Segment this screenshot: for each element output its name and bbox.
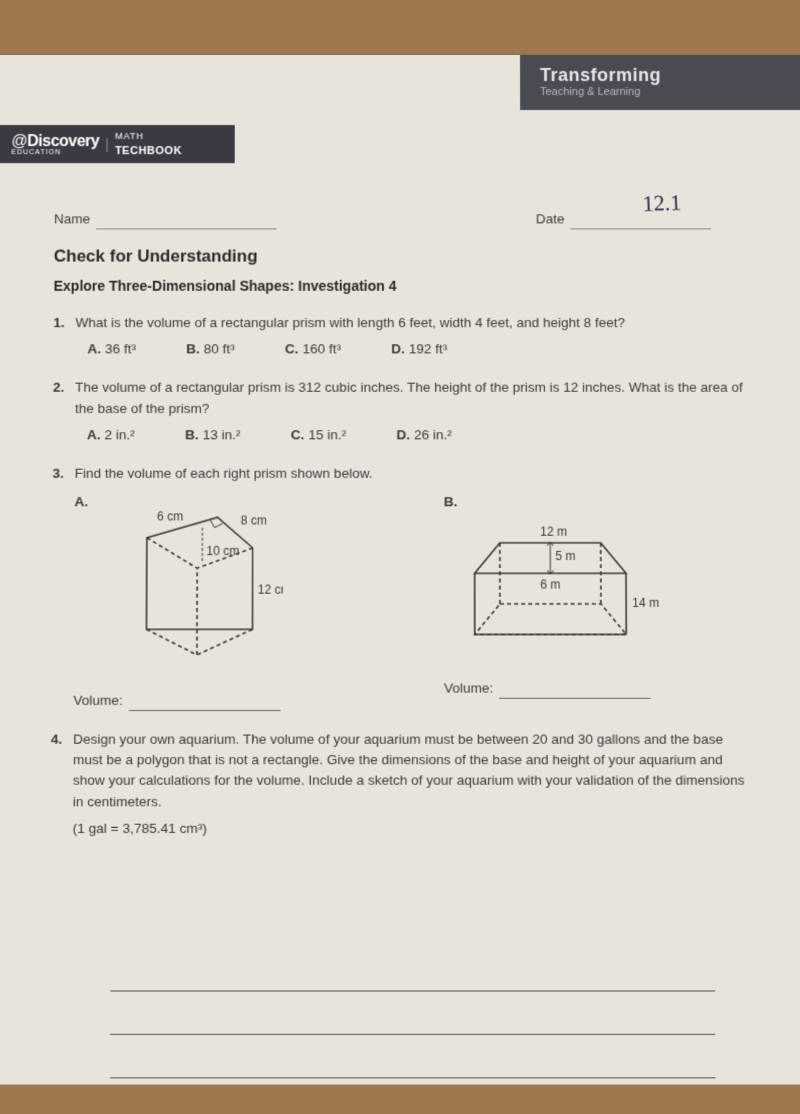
q3a-vol-label: Volume: xyxy=(73,690,122,711)
q4-text: Design your own aquarium. The volume of … xyxy=(73,729,755,812)
q3-text: Find the volume of each right prism show… xyxy=(75,464,753,485)
brand-bar: @Discovery EDUCATION | MATH TECHBOOK xyxy=(0,125,235,163)
section-title: Check for Understanding xyxy=(54,244,752,270)
subsection-title: Explore Three-Dimensional Shapes: Invest… xyxy=(54,275,752,296)
q2-number: 2. xyxy=(53,378,64,398)
header-bar: Transforming Teaching & Learning xyxy=(520,55,800,110)
q3b-vol-blank[interactable] xyxy=(499,686,651,698)
question-2: 2. The volume of a rectangular prism is … xyxy=(53,378,753,446)
prism-a-d4: 12 cm xyxy=(258,583,283,597)
handwritten-note: 12.1 xyxy=(642,190,682,217)
name-line[interactable] xyxy=(96,216,277,230)
q1-number: 1. xyxy=(53,313,64,333)
brand-product-bottom: TECHBOOK xyxy=(115,145,182,157)
question-3: 3. Find the volume of each right prism s… xyxy=(51,464,754,711)
q2-choices: A.2 in.² B.13 in.² C.15 in.² D.26 in.² xyxy=(75,425,753,446)
date-line[interactable] xyxy=(570,216,710,230)
brand-right: MATH TECHBOOK xyxy=(115,131,182,157)
q2-choice-b[interactable]: B.13 in.² xyxy=(185,425,240,446)
prism-a-svg: 6 cm 8 cm 10 cm 12 cm xyxy=(101,492,283,675)
q3-label-a: A. xyxy=(74,492,88,513)
answer-line-1[interactable] xyxy=(110,963,715,992)
q3b-volume-line: Volume: xyxy=(444,678,754,699)
q1-text: What is the volume of a rectangular pris… xyxy=(75,313,751,333)
brand-left: @Discovery EDUCATION xyxy=(11,133,99,156)
answer-lines xyxy=(49,963,756,1079)
q3a-vol-blank[interactable] xyxy=(129,699,281,711)
date-field: Date xyxy=(536,175,711,229)
q3-label-b: B. xyxy=(444,492,753,513)
prism-a-d2: 8 cm xyxy=(241,514,267,528)
name-field: Name xyxy=(54,209,277,229)
prism-a-d3: 10 cm xyxy=(207,544,240,558)
answer-line-2[interactable] xyxy=(110,1006,715,1035)
prism-b-d4: 6 m xyxy=(540,577,560,591)
q3-prisms-row: A. xyxy=(73,492,754,710)
brand-name: @Discovery xyxy=(11,133,99,150)
header-title: Transforming xyxy=(540,65,780,86)
q1-choices: A.36 ft³ B.80 ft³ C.160 ft³ D.192 ft³ xyxy=(75,339,752,359)
header-subtitle: Teaching & Learning xyxy=(540,86,780,98)
prism-a-d1: 6 cm xyxy=(157,510,183,524)
q4-conversion: (1 gal = 3,785.41 cm³) xyxy=(73,818,755,839)
q3a-volume-line: Volume: xyxy=(73,690,383,711)
prism-b-d1: 12 m xyxy=(540,524,567,538)
q2-text: The volume of a rectangular prism is 312… xyxy=(75,378,752,419)
brand-product-top: MATH xyxy=(115,131,182,141)
q1-choice-b[interactable]: B.80 ft³ xyxy=(186,339,235,359)
q1-choice-a[interactable]: A.36 ft³ xyxy=(87,339,136,359)
brand-separator: | xyxy=(105,136,109,152)
q2-choice-c[interactable]: C.15 in.² xyxy=(291,425,346,446)
q3-prism-b: B. xyxy=(444,492,754,710)
date-label: Date xyxy=(536,209,565,229)
q3b-vol-label: Volume: xyxy=(444,678,493,699)
question-1: 1. What is the volume of a rectangular p… xyxy=(53,313,752,360)
prism-b-d3: 14 m xyxy=(632,595,659,609)
q4-number: 4. xyxy=(51,729,63,750)
q2-choice-a[interactable]: A.2 in.² xyxy=(87,425,135,446)
q1-choice-c[interactable]: C.160 ft³ xyxy=(285,339,341,359)
prism-b-svg: 12 m 5 m 14 m 6 m xyxy=(444,517,666,670)
q3-number: 3. xyxy=(52,464,63,485)
name-label: Name xyxy=(54,209,90,229)
content-area: Name Date Check for Understanding Explor… xyxy=(0,163,800,1113)
q2-choice-d[interactable]: D.26 in.² xyxy=(397,425,452,446)
prism-b-d2: 5 m xyxy=(555,548,575,562)
q1-choice-d[interactable]: D.192 ft³ xyxy=(391,339,447,359)
q3-prism-a: A. xyxy=(73,492,383,710)
worksheet-page: Transforming Teaching & Learning @Discov… xyxy=(0,55,800,1085)
answer-line-3[interactable] xyxy=(110,1049,716,1078)
question-4: 4. Design your own aquarium. The volume … xyxy=(50,729,755,839)
